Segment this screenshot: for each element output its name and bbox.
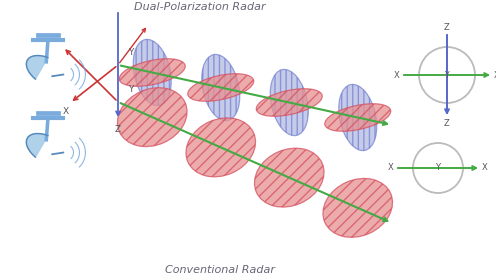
Ellipse shape [270,69,308,136]
Text: Y: Y [128,48,133,57]
Ellipse shape [254,148,324,207]
Ellipse shape [323,178,392,237]
Polygon shape [26,134,48,157]
Text: Dual-Polarization Radar: Dual-Polarization Radar [134,2,266,12]
Text: Z: Z [444,118,450,127]
Text: Y: Y [128,85,133,94]
Ellipse shape [188,74,254,101]
Ellipse shape [325,104,391,131]
Ellipse shape [339,84,377,151]
Text: Z: Z [115,125,121,134]
Text: Y: Y [435,164,440,172]
Ellipse shape [119,59,185,86]
Ellipse shape [256,89,322,116]
Text: X: X [494,71,496,80]
Polygon shape [26,55,48,79]
Text: X: X [63,107,69,116]
Text: Y: Y [445,71,449,80]
Ellipse shape [133,39,171,106]
Text: X: X [482,164,488,172]
Text: X: X [388,164,394,172]
Text: Conventional Radar: Conventional Radar [165,265,275,275]
Ellipse shape [186,118,255,177]
Ellipse shape [202,54,240,121]
Text: X: X [394,71,400,80]
Text: Z: Z [444,22,450,32]
Ellipse shape [118,88,187,146]
